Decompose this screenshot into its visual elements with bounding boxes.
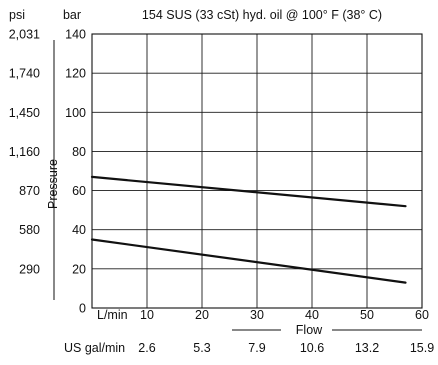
- x-tick-label: 50: [360, 308, 374, 322]
- x-tick-label-secondary: 15.9: [410, 341, 434, 355]
- x-unit-primary: L/min: [97, 308, 128, 322]
- series-line-2: [90, 238, 407, 284]
- y-tick-label-bar: 120: [65, 67, 86, 81]
- x-tick-label-secondary: 5.3: [193, 341, 210, 355]
- y-tick-label-psi: 290: [19, 262, 40, 276]
- y-tick-label-bar: 100: [65, 106, 86, 120]
- x-tick-label: 10: [140, 308, 154, 322]
- plot-frame: [91, 33, 423, 309]
- x-tick-label: 60: [415, 308, 429, 322]
- x-tick-label-secondary: 2.6: [138, 341, 155, 355]
- x-tick-label-secondary: 13.2: [355, 341, 379, 355]
- y-tick-label-bar: 20: [72, 262, 86, 276]
- y-tick-label-psi: 1,740: [9, 67, 40, 81]
- psi-unit-label: psi: [9, 8, 25, 22]
- y-tick-label-psi: 580: [19, 223, 40, 237]
- y-tick-label-bar: 140: [65, 28, 86, 42]
- y-tick-label-bar: 80: [72, 145, 86, 159]
- y-tick-label-psi: 1,160: [9, 145, 40, 159]
- x-unit-secondary: US gal/min: [64, 341, 125, 355]
- x-axis-title: Flow: [296, 323, 323, 337]
- x-tick-label: 30: [250, 308, 264, 322]
- y-axis-title: Pressure: [46, 159, 60, 209]
- chart-title: 154 SUS (33 cSt) hyd. oil @ 100° F (38° …: [142, 8, 382, 22]
- x-tick-label-secondary: 10.6: [300, 341, 324, 355]
- series-line-1: [90, 175, 407, 208]
- x-tick-label: 40: [305, 308, 319, 322]
- y-tick-label-bar: 0: [79, 302, 86, 316]
- y-tick-label-psi: 2,031: [9, 28, 40, 42]
- y-tick-label-psi: 870: [19, 184, 40, 198]
- x-tick-label: 20: [195, 308, 209, 322]
- y-tick-label-psi: 1,450: [9, 106, 40, 120]
- bar-unit-label: bar: [63, 8, 81, 22]
- y-tick-label-bar: 60: [72, 184, 86, 198]
- x-tick-label-secondary: 7.9: [248, 341, 265, 355]
- y-tick-label-bar: 40: [72, 223, 86, 237]
